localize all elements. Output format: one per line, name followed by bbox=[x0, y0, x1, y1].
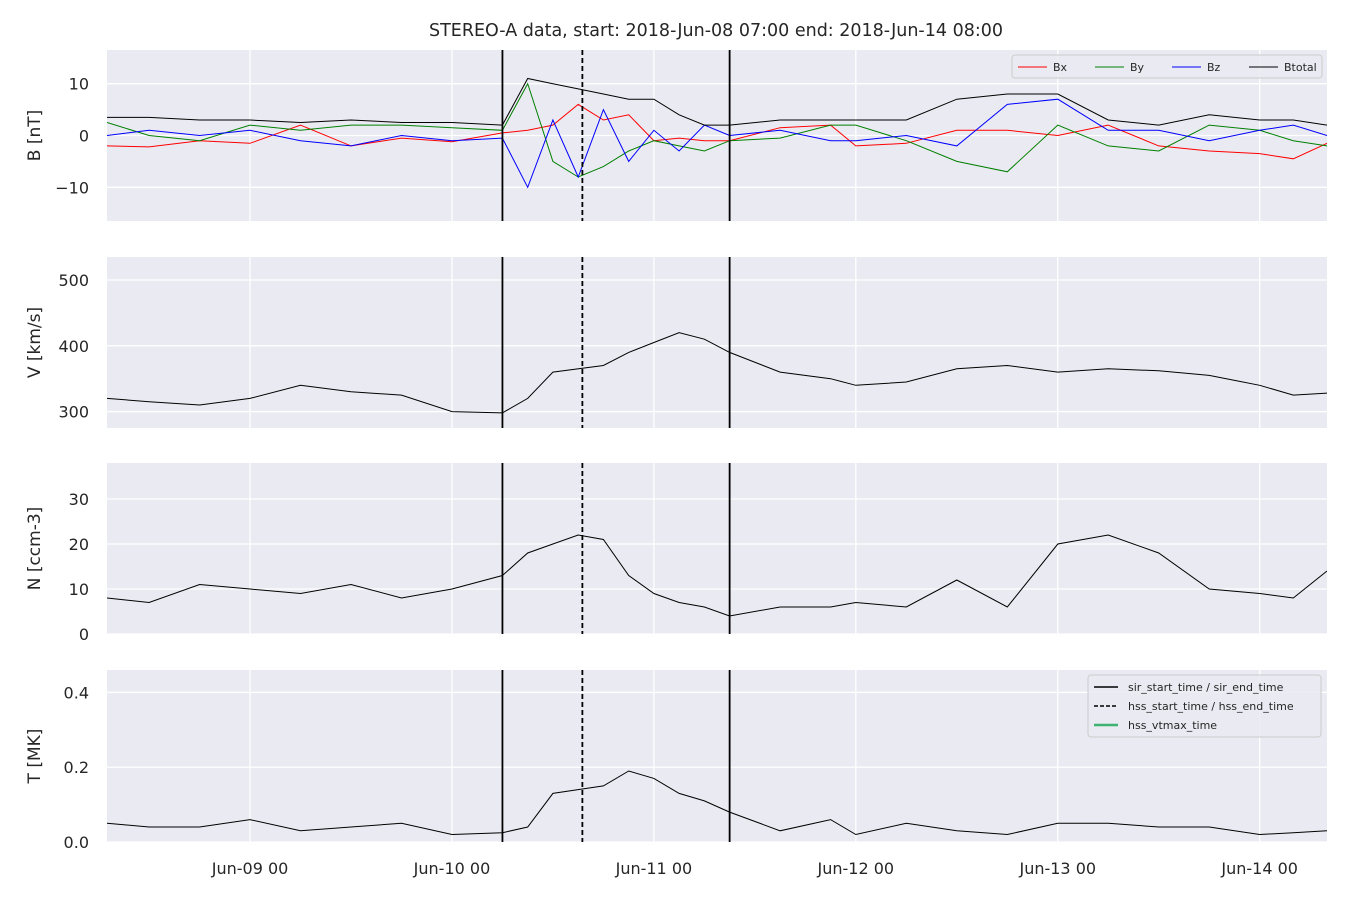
legend-box bbox=[1011, 54, 1323, 79]
x-tick-label: Jun-12 00 bbox=[817, 859, 895, 878]
y-tick-label: 0.2 bbox=[64, 758, 89, 777]
series-group bbox=[107, 770, 1327, 836]
legend-t: sir_start_time / sir_end_time hss_start_t… bbox=[1087, 674, 1322, 738]
legend-b: Bx By Bz Btotal bbox=[1011, 54, 1323, 79]
series-line-by bbox=[107, 82, 1327, 178]
series-line-v bbox=[107, 332, 1327, 414]
panel-B: −10 0 10 B [nT] Bx By Bz Btotal bbox=[25, 50, 1327, 221]
series-line-btotal bbox=[107, 77, 1327, 126]
x-tick-label: Jun-11 00 bbox=[615, 859, 693, 878]
y-axis-label: B [nT] bbox=[25, 110, 45, 162]
y-tick-label: 0.4 bbox=[64, 683, 89, 702]
y-axis-label: V [km/s] bbox=[25, 307, 45, 378]
panel-T: 0.0 0.2 0.4 T [MK] sir_start_time / sir_end_… bbox=[25, 670, 1327, 878]
legend-label: Bx bbox=[1053, 61, 1068, 74]
panel-N: 0 10 20 30 N [ccm-3] bbox=[25, 463, 1327, 644]
series-line-n bbox=[107, 534, 1327, 617]
panel-V: 300 400 500 V [km/s] bbox=[25, 257, 1327, 428]
plot-background bbox=[107, 463, 1327, 634]
legend-label: Bz bbox=[1207, 61, 1221, 74]
x-tick-label: Jun-13 00 bbox=[1018, 859, 1096, 878]
y-tick-label: 30 bbox=[69, 490, 89, 509]
legend-label: hss_vtmax_time bbox=[1128, 719, 1217, 732]
y-axis-label: T [MK] bbox=[25, 729, 45, 785]
legend-label: sir_start_time / sir_end_time bbox=[1128, 681, 1284, 694]
series-group bbox=[107, 534, 1327, 617]
series-group bbox=[107, 332, 1327, 414]
series-line-t bbox=[107, 770, 1327, 836]
y-tick-label: −10 bbox=[55, 178, 89, 197]
legend-box bbox=[1087, 674, 1322, 738]
x-tick-label: Jun-14 00 bbox=[1220, 859, 1298, 878]
y-tick-label: 0 bbox=[79, 127, 89, 146]
plot-background bbox=[107, 257, 1327, 428]
y-tick-label: 20 bbox=[69, 535, 89, 554]
y-tick-label: 0 bbox=[79, 625, 89, 644]
series-group bbox=[107, 77, 1327, 189]
legend-label: hss_start_time / hss_end_time bbox=[1128, 700, 1294, 713]
series-line-bz bbox=[107, 98, 1327, 189]
y-tick-label: 0.0 bbox=[64, 833, 89, 852]
legend-label: Btotal bbox=[1284, 61, 1317, 74]
y-tick-label: 500 bbox=[58, 271, 89, 290]
y-tick-label: 300 bbox=[58, 403, 89, 422]
y-tick-label: 10 bbox=[69, 580, 89, 599]
y-tick-label: 400 bbox=[58, 337, 89, 356]
x-tick-label: Jun-10 00 bbox=[413, 859, 491, 878]
y-axis-label: N [ccm-3] bbox=[25, 507, 45, 591]
y-tick-label: 10 bbox=[69, 75, 89, 94]
chart-title: STEREO-A data, start: 2018-Jun-08 07:00 … bbox=[429, 21, 1003, 41]
x-tick-label: Jun-09 00 bbox=[211, 859, 289, 878]
legend-label: By bbox=[1130, 61, 1145, 74]
